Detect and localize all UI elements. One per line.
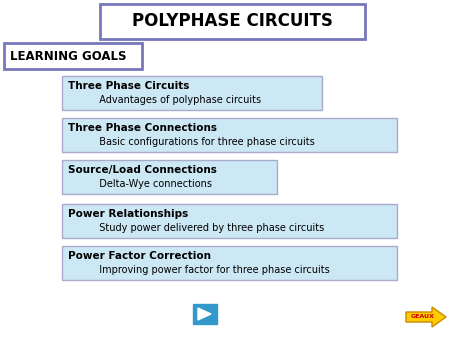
FancyBboxPatch shape: [62, 204, 397, 238]
Text: LEARNING GOALS: LEARNING GOALS: [10, 49, 126, 63]
Text: POLYPHASE CIRCUITS: POLYPHASE CIRCUITS: [131, 12, 333, 30]
Text: Study power delivered by three phase circuits: Study power delivered by three phase cir…: [68, 223, 324, 233]
Text: Three Phase Circuits: Three Phase Circuits: [68, 81, 189, 91]
Polygon shape: [198, 308, 211, 320]
Text: GEAUX: GEAUX: [411, 314, 435, 319]
Polygon shape: [406, 307, 446, 327]
FancyBboxPatch shape: [193, 304, 217, 324]
FancyBboxPatch shape: [4, 43, 142, 69]
FancyBboxPatch shape: [62, 160, 277, 194]
Text: Delta-Wye connections: Delta-Wye connections: [68, 179, 212, 189]
Text: Basic configurations for three phase circuits: Basic configurations for three phase cir…: [68, 137, 315, 147]
FancyBboxPatch shape: [62, 118, 397, 152]
FancyBboxPatch shape: [62, 76, 322, 110]
Text: Improving power factor for three phase circuits: Improving power factor for three phase c…: [68, 265, 330, 275]
Text: Power Factor Correction: Power Factor Correction: [68, 251, 211, 261]
Text: Power Relationships: Power Relationships: [68, 209, 188, 219]
Text: Source/Load Connections: Source/Load Connections: [68, 165, 217, 175]
Text: Three Phase Connections: Three Phase Connections: [68, 123, 217, 133]
FancyBboxPatch shape: [100, 4, 365, 39]
FancyBboxPatch shape: [62, 246, 397, 280]
Text: Advantages of polyphase circuits: Advantages of polyphase circuits: [68, 95, 261, 105]
